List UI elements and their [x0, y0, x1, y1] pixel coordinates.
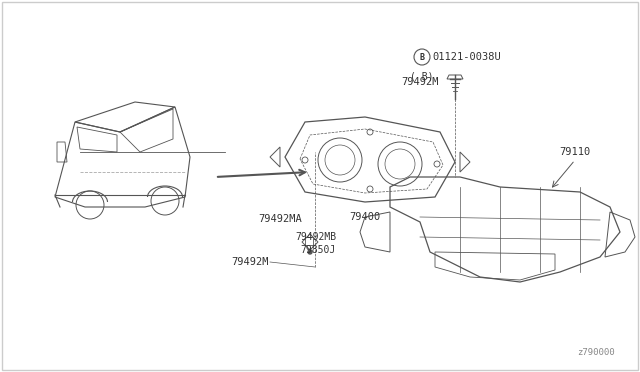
Bar [305, 237, 313, 245]
Text: 79492M: 79492M [231, 257, 269, 267]
Text: z790000: z790000 [577, 348, 615, 357]
Text: 79850J: 79850J [300, 245, 335, 255]
Circle shape [308, 250, 312, 254]
Text: 01121-0038U: 01121-0038U [432, 52, 500, 62]
Text: 79492M: 79492M [401, 77, 439, 87]
Text: 79492MB: 79492MB [295, 232, 336, 242]
Text: 79110: 79110 [559, 147, 591, 157]
Text: B: B [419, 52, 424, 61]
Text: 79492MA: 79492MA [258, 214, 302, 224]
Text: 79400: 79400 [349, 212, 381, 222]
Text: ( B): ( B) [410, 71, 434, 81]
